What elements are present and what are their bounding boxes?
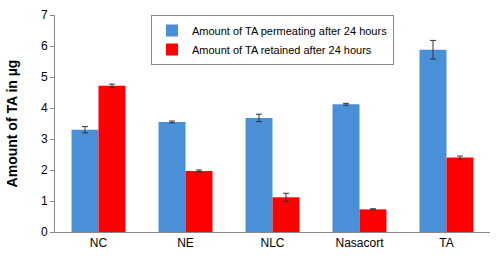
svg-text:Nasacort: Nasacort [335, 236, 384, 250]
svg-text:5: 5 [41, 70, 48, 84]
svg-text:NC: NC [90, 236, 108, 250]
svg-text:4: 4 [41, 101, 48, 115]
svg-text:NE: NE [177, 236, 194, 250]
svg-text:Amount of TA permeating after: Amount of TA permeating after 24 hours [192, 25, 387, 37]
svg-text:2: 2 [41, 163, 48, 177]
svg-text:6: 6 [41, 39, 48, 53]
svg-text:TA: TA [439, 236, 453, 250]
svg-text:7: 7 [41, 8, 48, 22]
svg-text:0: 0 [41, 225, 48, 239]
svg-text:Amount of TA in µg: Amount of TA in µg [4, 60, 20, 188]
svg-text:NLC: NLC [260, 236, 284, 250]
svg-text:Amount of TA retained after 24: Amount of TA retained after 24 hours [192, 44, 372, 56]
svg-text:1: 1 [41, 194, 48, 208]
svg-text:3: 3 [41, 132, 48, 146]
